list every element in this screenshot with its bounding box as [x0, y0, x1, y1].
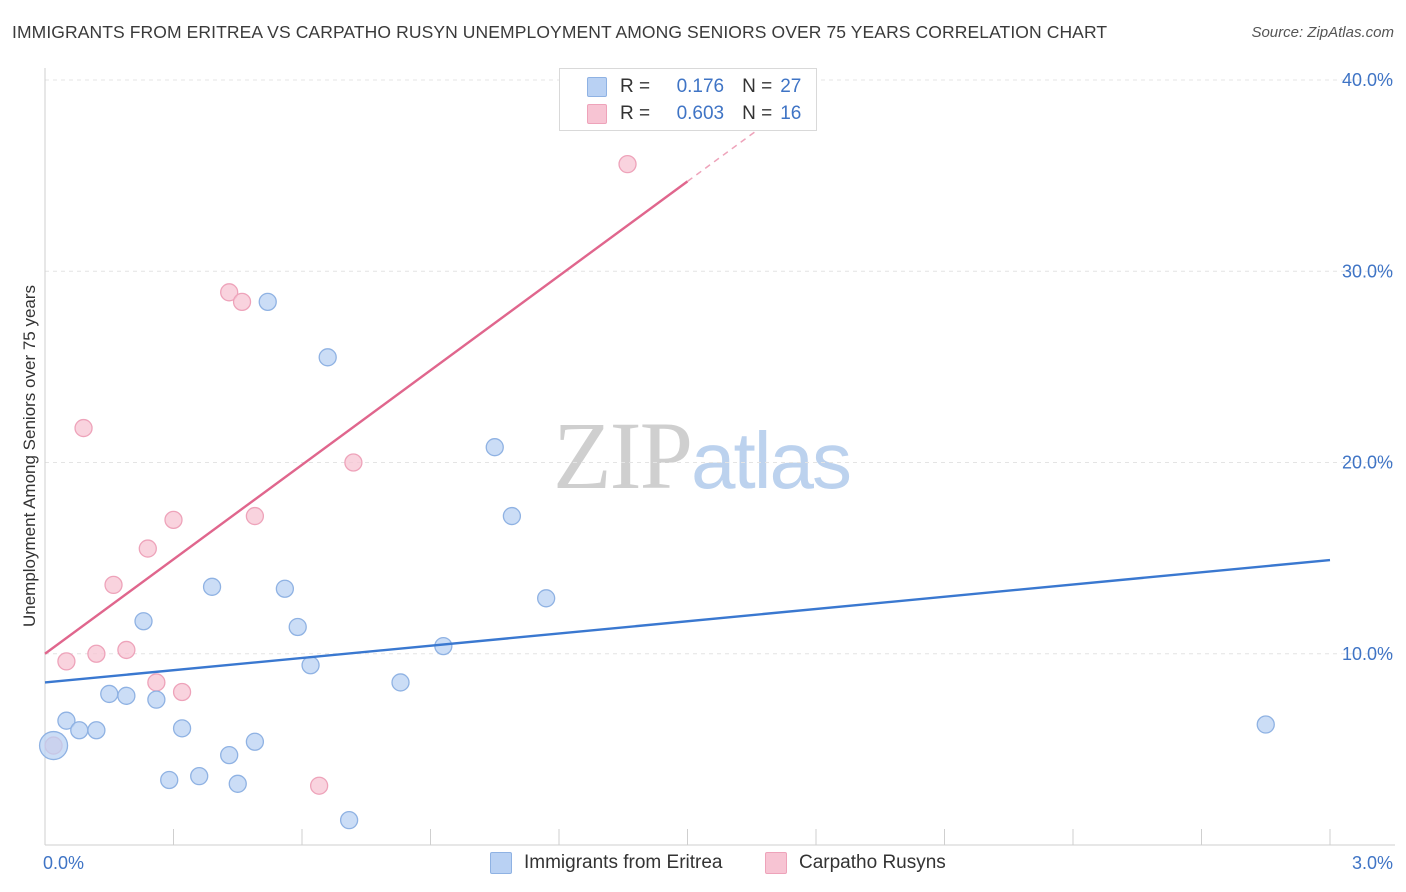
rusyn-point — [57, 652, 76, 671]
rusyn-point — [172, 682, 192, 702]
watermark: ZIPatlas — [553, 400, 852, 511]
watermark-zip: ZIP — [553, 402, 693, 509]
watermark-atlas: atlas — [691, 416, 852, 505]
eritrea-point — [275, 579, 295, 598]
eritrea-point — [70, 721, 89, 740]
rusyn-point — [117, 640, 136, 660]
eritrea-point — [38, 730, 69, 761]
eritrea-point — [391, 673, 410, 692]
rusyn-point — [147, 673, 166, 692]
y-tick-label: 20.0% — [1342, 453, 1393, 473]
x-tick-label: 0.0% — [43, 853, 84, 873]
rusyn-point — [344, 453, 363, 472]
eritrea-point — [301, 656, 320, 675]
y-tick-label: 40.0% — [1342, 70, 1393, 90]
legend-swatch-pink — [765, 852, 787, 874]
eritrea-point — [190, 767, 209, 786]
rusyn-point — [232, 292, 252, 312]
legend-row-eritrea: R = 0.176 N = 27 — [587, 75, 802, 99]
legend-swatch-blue — [490, 852, 512, 874]
legend-label-eritrea: Immigrants from Eritrea — [524, 852, 723, 873]
eritrea-point — [228, 774, 247, 793]
rusyn-point — [309, 776, 329, 795]
n-label: N = — [742, 103, 773, 124]
eritrea-point — [160, 770, 179, 790]
eritrea-point — [117, 686, 136, 705]
rusyn-point — [618, 154, 637, 174]
r-label: R = — [620, 103, 651, 124]
r-label: R = — [620, 76, 651, 97]
eritrea-point — [100, 684, 119, 704]
n-value: 27 — [780, 76, 802, 97]
chart-title: IMMIGRANTS FROM ERITREA VS CARPATHO RUSY… — [12, 22, 1108, 42]
legend-swatch-blue — [587, 77, 607, 97]
series-legend: Immigrants from Eritrea Carpatho Rusyns — [0, 852, 1406, 878]
eritrea-point — [502, 506, 522, 526]
rusyn-point — [164, 510, 183, 530]
eritrea-point — [1256, 715, 1275, 734]
rusyn-point — [87, 644, 106, 663]
eritrea-point — [87, 721, 106, 740]
eritrea-point — [339, 810, 359, 830]
eritrea-point — [220, 745, 239, 765]
x-tick-label: 3.0% — [1352, 853, 1393, 873]
legend-label-rusyns: Carpatho Rusyns — [799, 852, 946, 873]
y-tick-label: 30.0% — [1342, 261, 1393, 281]
y-tick-label: 10.0% — [1342, 644, 1393, 664]
eritrea-point — [134, 612, 153, 631]
eritrea-point — [172, 719, 192, 738]
rusyn-point — [245, 506, 265, 526]
correlation-legend: R = 0.176 N = 27 R = 0.603 N = 16 — [559, 68, 817, 131]
legend-item-eritrea[interactable]: Immigrants from Eritrea — [490, 852, 722, 874]
rusyn-point — [74, 418, 93, 438]
eritrea-point — [318, 348, 337, 367]
legend-swatch-pink — [587, 104, 607, 124]
eritrea-point — [537, 589, 556, 608]
n-label: N = — [742, 76, 773, 97]
rusyn-point — [138, 539, 157, 558]
eritrea-point — [202, 577, 222, 596]
rusyn-trend-line — [44, 180, 689, 655]
eritrea-point — [288, 617, 307, 637]
eritrea-point — [485, 438, 504, 457]
source-label: Source: ZipAtlas.com — [1251, 24, 1394, 41]
legend-row-rusyns: R = 0.603 N = 16 — [587, 102, 802, 126]
eritrea-point — [57, 711, 76, 730]
r-value: 0.603 — [676, 103, 725, 124]
eritrea-point — [147, 690, 166, 709]
r-value: 0.176 — [676, 76, 725, 97]
eritrea-point — [245, 732, 265, 751]
y-axis-title: Unemployment Among Seniors over 75 years — [20, 284, 39, 628]
rusyn-point — [104, 575, 123, 595]
eritrea-trend-line — [44, 558, 1331, 684]
legend-item-rusyns[interactable]: Carpatho Rusyns — [765, 852, 946, 874]
rusyn-point — [220, 283, 239, 302]
eritrea-point — [258, 292, 277, 312]
n-value: 16 — [780, 103, 802, 124]
